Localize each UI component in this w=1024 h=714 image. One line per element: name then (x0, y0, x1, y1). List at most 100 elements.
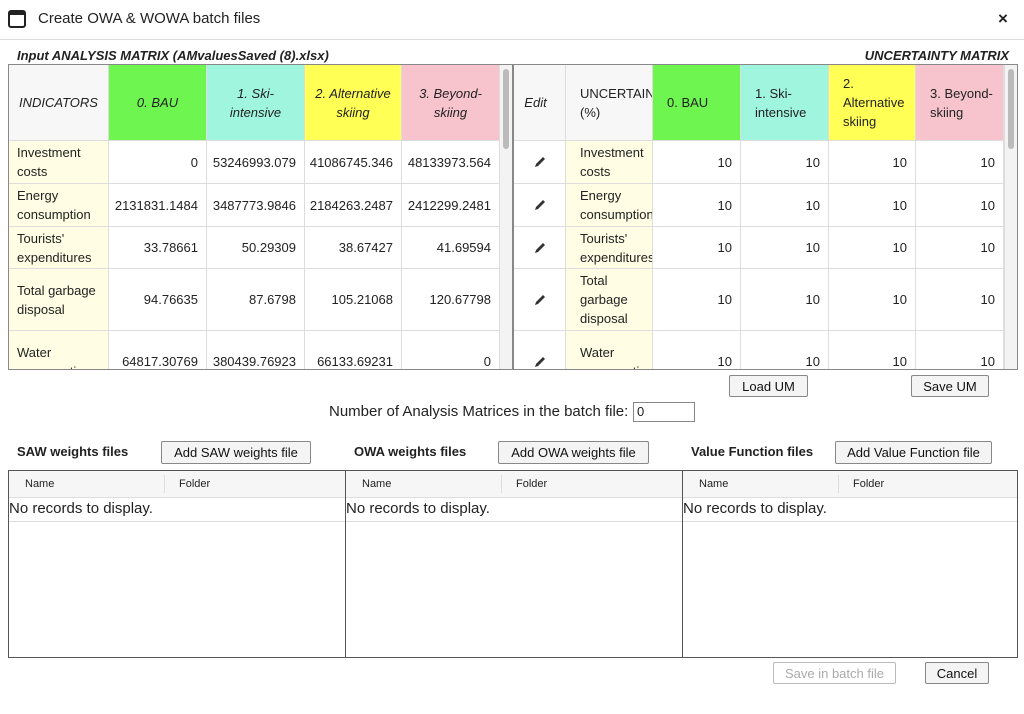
analysis-title: Input ANALYSIS MATRIX (AMvaluesSaved (8)… (17, 48, 329, 63)
value-cell: 48133973.564 (402, 141, 500, 184)
value-cell: 2131831.1484 (109, 184, 207, 227)
column-header: Edit (514, 65, 566, 141)
file-grid: Name Folder No records to display. (345, 470, 683, 658)
empty-message: No records to display. (9, 497, 345, 522)
scrollbar[interactable] (499, 65, 512, 369)
column-header: 1. Ski-intensive (741, 65, 829, 141)
cancel-button[interactable]: Cancel (925, 662, 989, 684)
value-cell: 120.67798 (402, 269, 500, 331)
indicator-cell: Tourists' expenditures (9, 227, 109, 269)
value-cell: 33.78661 (109, 227, 207, 269)
uncertainty-title: UNCERTAINTY MATRIX (864, 48, 1009, 63)
column-header: 0. BAU (109, 65, 207, 141)
uncertainty-cell: 10 (916, 331, 1004, 369)
column-divider (164, 475, 165, 493)
panel-title: OWA weights files (354, 444, 467, 459)
title-separator (0, 39, 1024, 40)
uncertainty-cell: 10 (916, 227, 1004, 269)
edit-button[interactable] (514, 184, 566, 227)
edit-button[interactable] (514, 141, 566, 184)
indicator-cell: Total garbage disposal (9, 269, 109, 331)
indicator-cell: Tourists' expenditures (566, 227, 653, 269)
uncertainty-cell: 10 (653, 184, 741, 227)
panel-title: SAW weights files (17, 444, 129, 459)
batch-count-label: Number of Analysis Matrices in the batch… (329, 403, 629, 420)
file-grid: Name Folder No records to display. (8, 470, 346, 658)
column-header: 2. Alternative skiing (829, 65, 916, 141)
grid-header: Name Folder (9, 471, 345, 498)
uncertainty-cell: 10 (829, 331, 916, 369)
value-cell: 38.67427 (305, 227, 402, 269)
column-header: 0. BAU (653, 65, 741, 141)
grid-column-header: Folder (853, 478, 885, 490)
column-header: UNCERTAINTY (%) (566, 65, 653, 141)
grid-header: Name Folder (346, 471, 682, 498)
add-file-button[interactable]: Add OWA weights file (498, 441, 649, 464)
uncertainty-cell: 10 (829, 269, 916, 331)
file-grid: Name Folder No records to display. (682, 470, 1018, 658)
uncertainty-cell: 10 (916, 269, 1004, 331)
value-cell: 66133.69231 (305, 331, 402, 369)
uncertainty-cell: 10 (653, 269, 741, 331)
column-divider (501, 475, 502, 493)
uncertainty-cell: 10 (829, 227, 916, 269)
close-button[interactable]: × (998, 9, 1008, 28)
grid-header: Name Folder (683, 471, 1017, 498)
save-um-button[interactable]: Save UM (911, 375, 989, 397)
column-divider (838, 475, 839, 493)
value-cell: 0 (402, 331, 500, 369)
value-cell: 41.69594 (402, 227, 500, 269)
add-file-button[interactable]: Add Value Function file (835, 441, 992, 464)
value-cell: 53246993.079 (207, 141, 305, 184)
value-cell: 87.6798 (207, 269, 305, 331)
indicator-cell: Total garbage disposal (566, 269, 653, 331)
grid-column-header: Name (362, 478, 392, 490)
analysis-table: INDICATORS 0. BAU 1. Ski-intensive 2. Alter… (8, 64, 513, 370)
uncertainty-cell: 10 (653, 331, 741, 369)
value-cell: 64817.30769 (109, 331, 207, 369)
uncertainty-cell: 10 (741, 227, 829, 269)
uncertainty-cell: 10 (829, 184, 916, 227)
indicator-cell: Energy consumption (9, 184, 109, 227)
uncertainty-cell: 10 (741, 269, 829, 331)
value-cell: 41086745.346 (305, 141, 402, 184)
edit-button[interactable] (514, 269, 566, 331)
column-header: 3. Beyond-skiing (916, 65, 1004, 141)
batch-count-input[interactable]: 0 (633, 402, 695, 422)
indicator-cell: Energy consumption (566, 184, 653, 227)
edit-button[interactable] (514, 227, 566, 269)
load-um-button[interactable]: Load UM (729, 375, 808, 397)
add-file-button[interactable]: Add SAW weights file (161, 441, 311, 464)
empty-message: No records to display. (683, 497, 1017, 522)
value-cell: 2412299.2481 (402, 184, 500, 227)
column-header: 2. Alternative skiing (305, 65, 402, 141)
save-batch-button[interactable]: Save in batch file (773, 662, 896, 684)
column-header: 3. Beyond-skiing (402, 65, 500, 141)
indicator-cell: Water consumption (9, 331, 109, 369)
grid-column-header: Folder (516, 478, 548, 490)
empty-message: No records to display. (346, 497, 682, 522)
grid-column-header: Name (25, 478, 55, 490)
uncertainty-cell: 10 (741, 331, 829, 369)
value-cell: 94.76635 (109, 269, 207, 331)
uncertainty-cell: 10 (653, 227, 741, 269)
indicator-cell: Investment costs (566, 141, 653, 184)
uncertainty-cell: 10 (741, 141, 829, 184)
uncertainty-cell: 10 (741, 184, 829, 227)
value-cell: 0 (109, 141, 207, 184)
uncertainty-cell: 10 (829, 141, 916, 184)
value-cell: 105.21068 (305, 269, 402, 331)
value-cell: 2184263.2487 (305, 184, 402, 227)
value-cell: 380439.76923 (207, 331, 305, 369)
value-cell: 3487773.9846 (207, 184, 305, 227)
window-icon (8, 10, 26, 28)
scrollbar[interactable] (1004, 65, 1017, 369)
uncertainty-cell: 10 (653, 141, 741, 184)
edit-button[interactable] (514, 331, 566, 369)
column-header: INDICATORS (9, 65, 109, 141)
grid-column-header: Name (699, 478, 729, 490)
panel-title: Value Function files (691, 444, 814, 459)
window-title: Create OWA & WOWA batch files (38, 10, 261, 27)
